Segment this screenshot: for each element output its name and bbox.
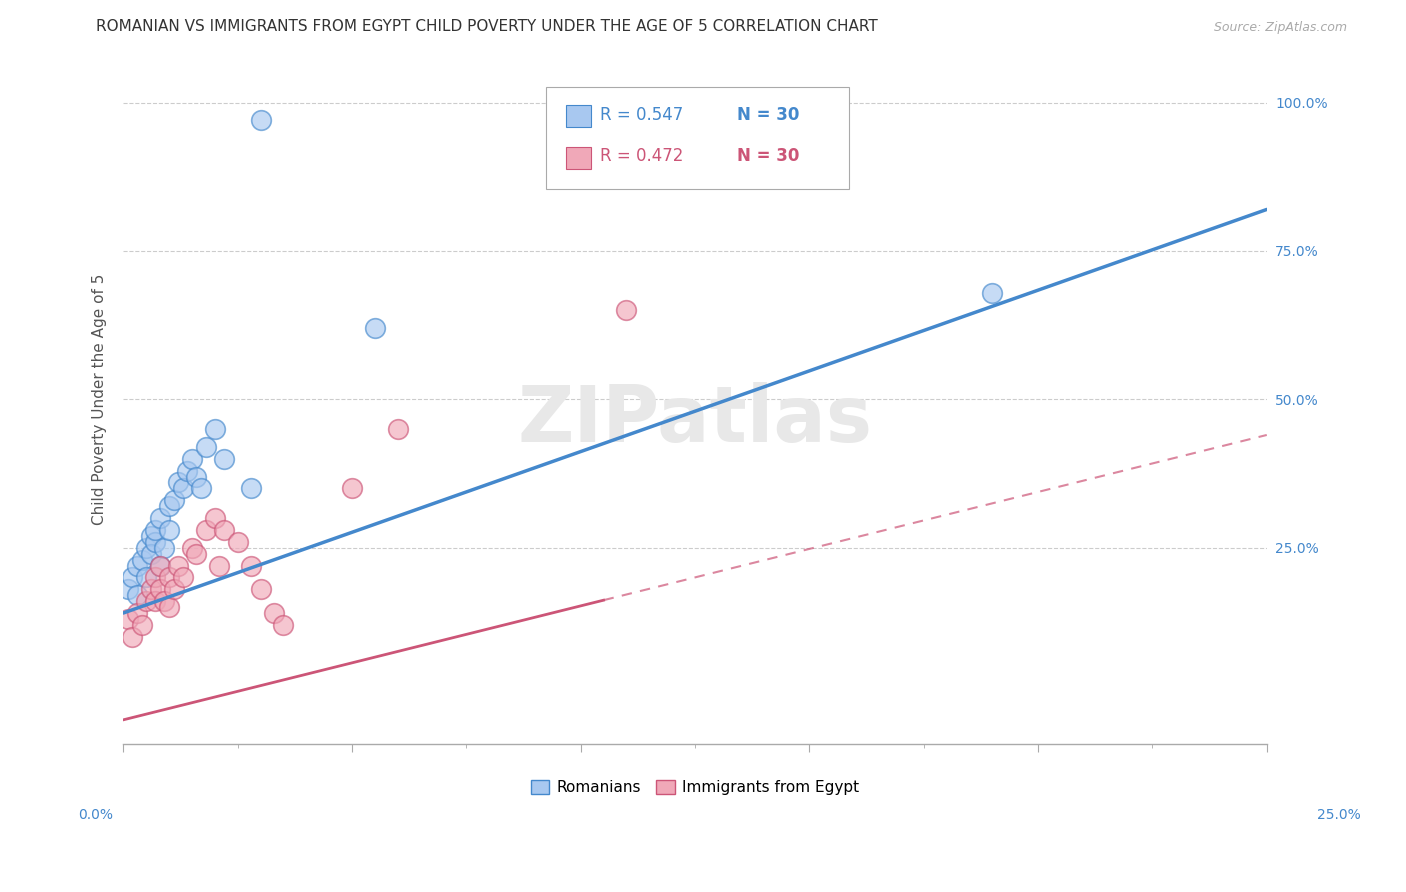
Point: [121, 630, 143, 644]
Point: [212, 451, 235, 466]
Point: [194, 440, 217, 454]
Point: [139, 529, 162, 543]
Point: [149, 558, 172, 573]
Point: [162, 493, 184, 508]
Point: [125, 588, 148, 602]
Point: [135, 594, 157, 608]
Point: [143, 534, 166, 549]
Point: [176, 464, 198, 478]
Point: [153, 594, 176, 608]
Point: [249, 113, 271, 128]
Point: [131, 618, 153, 632]
Point: [204, 511, 226, 525]
Point: [387, 422, 409, 436]
Point: [190, 482, 212, 496]
Point: [121, 570, 143, 584]
Text: R = 0.547: R = 0.547: [600, 106, 683, 124]
Point: [135, 570, 157, 584]
Point: [340, 482, 363, 496]
Legend: Romanians, Immigrants from Egypt: Romanians, Immigrants from Egypt: [524, 774, 866, 801]
Text: N = 30: N = 30: [737, 106, 800, 124]
Point: [117, 612, 139, 626]
Point: [157, 570, 180, 584]
Point: [616, 303, 638, 318]
Point: [167, 558, 190, 573]
Point: [186, 547, 208, 561]
Point: [263, 606, 285, 620]
Point: [117, 582, 139, 597]
Point: [180, 451, 202, 466]
Point: [135, 541, 157, 555]
Point: [172, 482, 194, 496]
Point: [143, 594, 166, 608]
Point: [249, 582, 271, 597]
Text: ZIPatlas: ZIPatlas: [517, 382, 873, 458]
Point: [172, 570, 194, 584]
Point: [157, 523, 180, 537]
Point: [204, 422, 226, 436]
Point: [149, 558, 172, 573]
Point: [139, 582, 162, 597]
Text: Source: ZipAtlas.com: Source: ZipAtlas.com: [1213, 21, 1347, 34]
FancyBboxPatch shape: [547, 87, 849, 189]
Point: [153, 541, 176, 555]
Point: [167, 475, 190, 490]
Point: [186, 469, 208, 483]
Point: [149, 582, 172, 597]
Point: [125, 606, 148, 620]
Point: [180, 541, 202, 555]
Point: [157, 499, 180, 513]
Point: [240, 482, 263, 496]
Text: R = 0.472: R = 0.472: [600, 147, 683, 165]
Text: 25.0%: 25.0%: [1316, 808, 1361, 822]
Point: [149, 511, 172, 525]
Point: [981, 285, 1004, 300]
Point: [226, 534, 249, 549]
Point: [194, 523, 217, 537]
Point: [212, 523, 235, 537]
Point: [273, 618, 295, 632]
Bar: [565, 105, 591, 128]
Point: [208, 558, 231, 573]
Text: 0.0%: 0.0%: [79, 808, 112, 822]
Text: N = 30: N = 30: [737, 147, 800, 165]
Point: [364, 321, 387, 335]
Text: ROMANIAN VS IMMIGRANTS FROM EGYPT CHILD POVERTY UNDER THE AGE OF 5 CORRELATION C: ROMANIAN VS IMMIGRANTS FROM EGYPT CHILD …: [96, 20, 877, 34]
Point: [240, 558, 263, 573]
Point: [131, 552, 153, 566]
Point: [125, 558, 148, 573]
Bar: [565, 146, 591, 169]
Y-axis label: Child Poverty Under the Age of 5: Child Poverty Under the Age of 5: [93, 274, 107, 525]
Point: [143, 523, 166, 537]
Point: [162, 582, 184, 597]
Point: [143, 570, 166, 584]
Point: [139, 547, 162, 561]
Point: [157, 600, 180, 615]
